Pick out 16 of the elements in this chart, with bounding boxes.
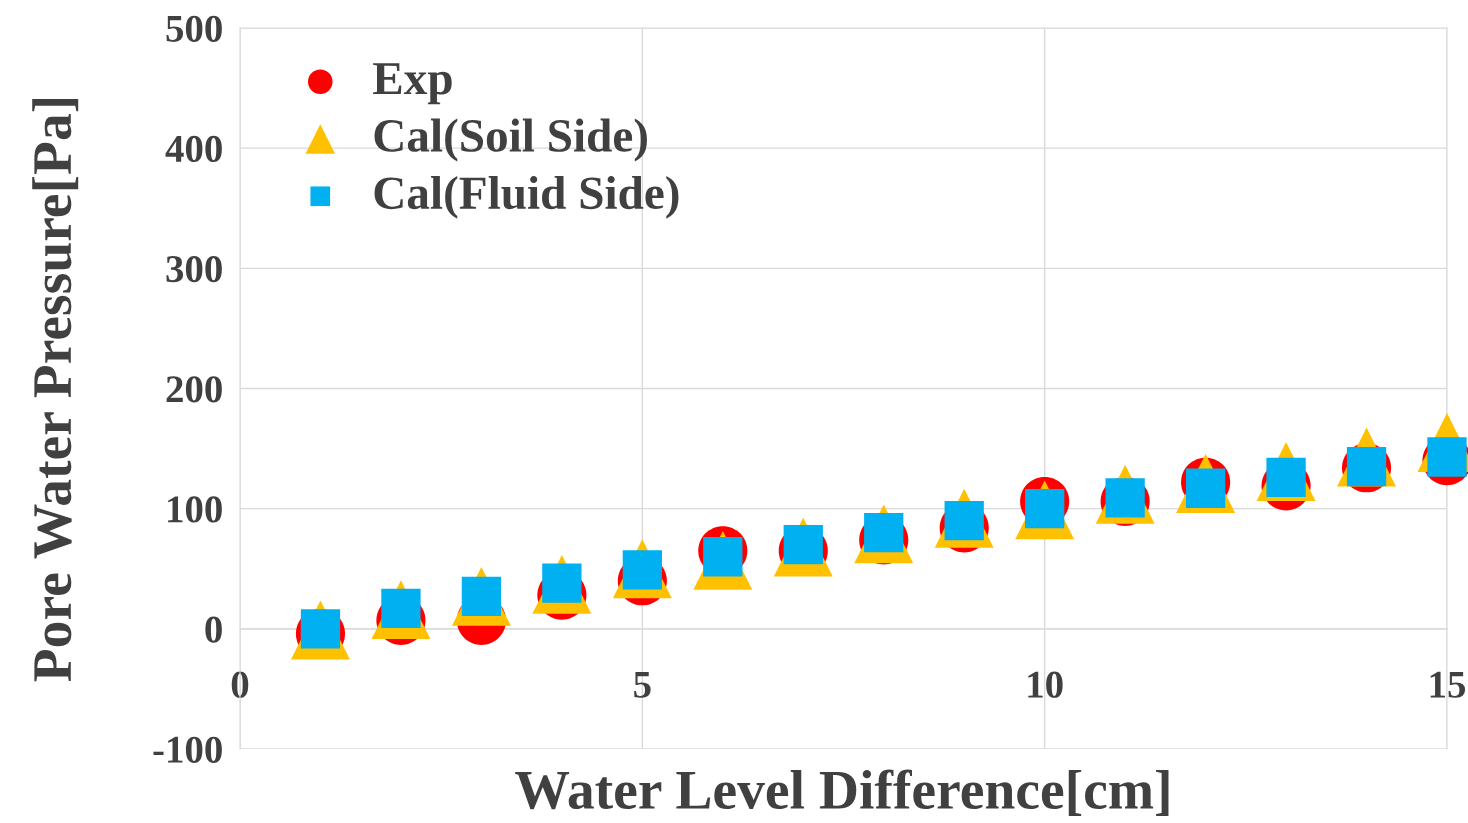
y-tick-label: 100 [168,496,222,523]
y-tick-label: 400 [165,135,222,163]
x-axis-title: Water Level Difference[cm] [515,769,1169,816]
y-tick-label: 500 [166,15,222,42]
y-tick-label: 200 [166,376,222,403]
legend-label: Exp [373,63,452,105]
legend-label: Cal(Soil Side) [374,118,647,162]
y-tick-label: -100 [153,736,222,763]
legend-label: Cal(Fluid Side) [374,175,679,219]
y-tick-label: 300 [166,255,222,283]
x-tick-label: 15 [1430,671,1466,698]
x-tick-label: 5 [634,672,651,698]
x-tick-label: 0 [231,671,249,698]
y-axis-title: Pore Water Pressure[Pa] [32,98,79,682]
y-tick-label: 0 [205,616,222,643]
x-tick-label: 10 [1028,671,1063,698]
